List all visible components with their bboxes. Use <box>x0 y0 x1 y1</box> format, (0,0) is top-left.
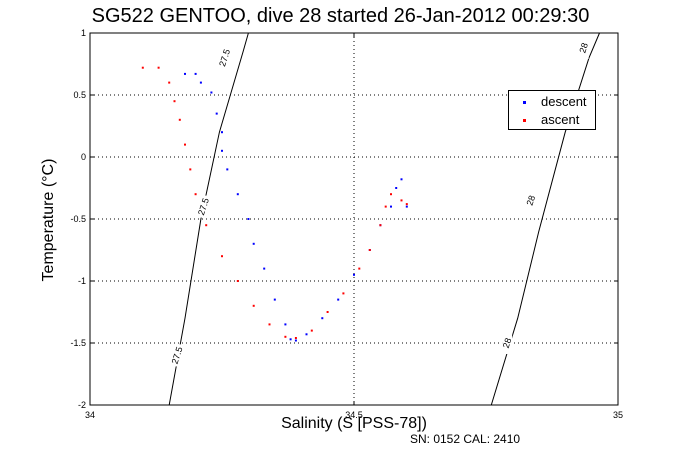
data-point-descent <box>252 242 255 245</box>
data-point-ascent <box>205 224 208 227</box>
data-point-descent <box>305 333 308 336</box>
data-point-descent <box>321 317 324 320</box>
legend-label-ascent: ascent <box>541 112 580 127</box>
axis-ticks: 34 34.5 35 -2 -1.5 -1 -0.5 0 0.5 1 <box>70 28 623 420</box>
data-point-ascent <box>310 329 313 332</box>
x-axis-label: Salinity (S [PSS-78]) <box>281 415 427 432</box>
contour-label: 28 <box>501 337 514 350</box>
density-contours: 27.5 27.5 27.5 28 28 28 <box>168 32 600 406</box>
data-point-ascent <box>384 205 387 208</box>
data-point-ascent <box>168 81 171 84</box>
contour-label-background <box>198 195 209 218</box>
data-point-ascent <box>368 249 371 251</box>
y-tick-label: -1 <box>78 276 86 286</box>
density-contour-line <box>490 32 600 406</box>
data-point-descent <box>405 205 408 208</box>
contour-label-background <box>172 344 183 367</box>
legend-marker-descent <box>523 101 526 104</box>
data-point-descent <box>210 91 213 94</box>
data-point-descent <box>284 323 287 326</box>
data-point-descent <box>400 178 403 181</box>
data-point-ascent <box>284 335 287 338</box>
data-point-ascent <box>294 337 297 339</box>
data-point-ascent <box>400 199 403 202</box>
data-point-ascent <box>405 203 408 206</box>
legend: descent ascent <box>508 90 596 130</box>
data-point-ascent <box>236 280 239 282</box>
legend-item-ascent: ascent <box>509 111 595 129</box>
data-point-ascent <box>326 311 329 313</box>
y-tick-label: -1.5 <box>70 338 86 348</box>
legend-label-descent: descent <box>541 94 587 109</box>
data-point-descent <box>194 72 197 75</box>
data-point-ascent <box>252 304 255 307</box>
y-axis-label: Temperature (°C) <box>40 158 57 282</box>
contour-label: 28 <box>525 194 538 207</box>
y-tick-label: 0.5 <box>73 90 86 100</box>
data-point-descent <box>221 131 223 134</box>
data-point-ascent <box>184 143 186 146</box>
data-point-ascent <box>358 267 361 270</box>
data-point-descent <box>395 187 398 189</box>
data-point-descent <box>184 72 186 75</box>
data-point-ascent <box>173 100 176 103</box>
contour-label-background <box>578 36 589 59</box>
data-point-ascent <box>141 66 144 69</box>
y-tick-label: 1 <box>81 28 86 38</box>
density-contour-line <box>168 32 249 406</box>
data-point-descent <box>215 112 218 115</box>
contour-label: 27.5 <box>170 346 185 366</box>
data-point-ascent <box>342 292 345 295</box>
data-point-descent <box>337 298 340 301</box>
grid-lines <box>90 33 618 405</box>
data-point-descent <box>221 149 223 152</box>
data-point-descent <box>226 168 229 171</box>
y-tick-label: -0.5 <box>70 214 86 224</box>
data-point-ascent <box>390 193 392 196</box>
data-point-descent <box>247 218 250 220</box>
calibration-footer: SN: 0152 CAL: 2410 <box>410 432 521 446</box>
contour-label: 28 <box>577 42 590 55</box>
data-point-descent <box>273 298 276 301</box>
contour-label-background <box>525 189 536 212</box>
data-point-descent <box>263 267 266 270</box>
data-point-descent <box>236 193 239 196</box>
data-point-ascent <box>221 255 223 258</box>
data-point-ascent <box>268 323 271 326</box>
data-point-ascent <box>178 118 181 121</box>
data-point-ascent <box>194 193 197 196</box>
legend-marker-ascent <box>523 119 526 122</box>
contour-label: 27.5 <box>217 48 232 68</box>
x-tick-label: 35 <box>613 410 623 420</box>
data-point-descent <box>353 273 355 276</box>
x-tick-label: 34.5 <box>345 410 363 420</box>
data-point-descent <box>289 338 292 341</box>
data-points <box>141 66 408 342</box>
legend-item-descent: descent <box>509 93 595 111</box>
data-point-descent <box>199 81 202 84</box>
y-tick-label: 0 <box>81 152 86 162</box>
data-point-ascent <box>189 168 192 171</box>
chart-title: SG522 GENTOO, dive 28 started 26-Jan-201… <box>91 5 590 27</box>
contour-label: 27.5 <box>196 197 211 217</box>
contour-label-background <box>502 332 513 354</box>
data-point-ascent <box>379 224 382 227</box>
data-point-ascent <box>157 66 160 69</box>
x-tick-label: 34 <box>85 410 95 420</box>
data-point-descent <box>294 339 297 342</box>
contour-label-background <box>219 46 230 69</box>
data-point-descent <box>390 205 392 208</box>
y-tick-label: -2 <box>78 400 86 410</box>
